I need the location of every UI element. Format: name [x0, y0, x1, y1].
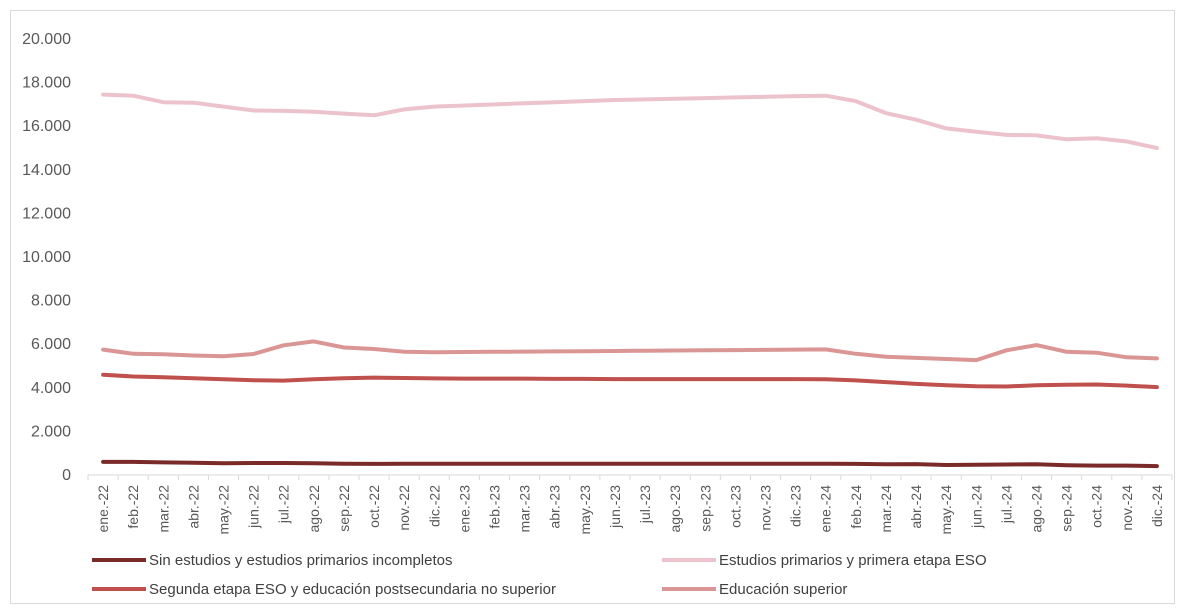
x-tick-label: feb.-23: [487, 485, 503, 529]
x-tick-label: ene.-24: [818, 485, 834, 533]
y-tick-label: 4.000: [31, 380, 71, 397]
x-tick-label: dic.-24: [1149, 485, 1165, 527]
x-tick-label: ago.-23: [667, 485, 683, 533]
y-tick-label: 10.000: [22, 249, 71, 266]
x-tick-label: jun.-24: [968, 485, 984, 529]
legend-label: Educación superior: [719, 581, 847, 598]
x-tick-label: jul.-24: [998, 485, 1014, 524]
series-lines: [101, 92, 1159, 469]
x-tick-label: sep.-23: [697, 485, 713, 532]
x-tick-label: feb.-22: [125, 485, 141, 529]
series-line-4: [101, 339, 1159, 363]
x-tick-label: mar.-23: [517, 485, 533, 533]
x-tick-label: may.-24: [938, 485, 954, 535]
legend: Sin estudios y estudios primarios incomp…: [92, 552, 987, 598]
x-tick-label: mar.-22: [155, 485, 171, 533]
x-tick-label: sep.-22: [336, 485, 352, 532]
legend-label: Sin estudios y estudios primarios incomp…: [149, 552, 452, 569]
x-tick-label: may.-23: [577, 485, 593, 535]
x-tick-label: nov.-22: [396, 485, 412, 531]
x-tick-label: mar.-24: [878, 485, 894, 533]
series-line-1: [101, 459, 1159, 469]
x-tick-label: nov.-24: [1119, 485, 1135, 531]
x-tick-label: sep.-24: [1059, 485, 1075, 532]
x-tick-label: abr.-24: [908, 485, 924, 529]
series-line-3: [101, 372, 1159, 390]
y-tick-label: 2.000: [31, 423, 71, 440]
y-tick-label: 0: [62, 467, 71, 484]
x-tick-label: ene.-23: [456, 485, 472, 533]
y-tick-label: 14.000: [22, 162, 71, 179]
y-tick-label: 18.000: [22, 75, 71, 92]
x-tick-label: ago.-22: [306, 485, 322, 533]
legend-label: Segunda etapa ESO y educación postsecund…: [149, 581, 556, 598]
y-tick-label: 8.000: [31, 293, 71, 310]
x-tick-label: ene.-22: [95, 485, 111, 533]
x-tick-label: dic.-23: [788, 485, 804, 527]
y-tick-label: 16.000: [22, 118, 71, 135]
x-tick-label: ago.-24: [1029, 485, 1045, 533]
x-tick-label: jul.-22: [276, 485, 292, 524]
y-tick-label: 12.000: [22, 205, 71, 222]
chart-frame: [10, 10, 1175, 604]
x-tick-label: feb.-24: [848, 485, 864, 529]
y-tick-label: 6.000: [31, 336, 71, 353]
x-tick-label: dic.-22: [426, 485, 442, 527]
x-tick-label: abr.-22: [185, 485, 201, 529]
x-tick-label: jun.-22: [246, 485, 262, 529]
y-tick-label: 20.000: [22, 31, 71, 48]
x-tick-label: may.-22: [216, 485, 232, 535]
x-tick-label: oct.-22: [366, 485, 382, 528]
x-tick-label: nov.-23: [758, 485, 774, 531]
x-tick-label: oct.-24: [1089, 485, 1105, 528]
x-tick-label: oct.-23: [727, 485, 743, 528]
legend-label: Estudios primarios y primera etapa ESO: [719, 552, 987, 569]
x-axis: ene.-22 feb.-22 mar.-22 abr.-22 may.-22 jun.-…: [87, 474, 1173, 535]
x-tick-label: jun.-23: [607, 485, 623, 529]
series-line-2: [101, 92, 1159, 150]
y-axis-labels: 0 2.000 4.000 6.000 8.000 10.000 12.000 14.000 1…: [22, 31, 71, 484]
x-tick-label: jul.-23: [637, 485, 653, 524]
x-tick-label: abr.-23: [547, 485, 563, 529]
